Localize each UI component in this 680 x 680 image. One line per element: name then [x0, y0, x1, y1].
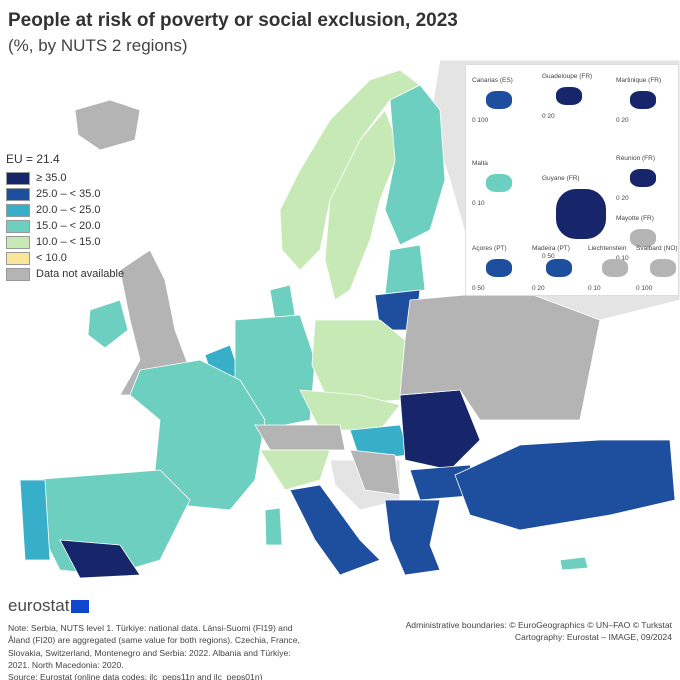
outermost-regions-insets: Canarias (ES) 0 100 Guadeloupe (FR) 0 20 Mar… — [465, 64, 679, 296]
region-portugal — [19, 479, 51, 561]
legend-swatch — [6, 171, 30, 185]
eurostat-logo: eurostat — [8, 596, 90, 616]
eu-flag-icon — [71, 599, 90, 613]
inset-label: Martinique (FR) — [616, 77, 662, 84]
inset-scale: 0 20 — [616, 195, 629, 202]
inset-region-shape — [602, 259, 628, 277]
inset-label: Malta — [472, 160, 488, 167]
inset-label: Açores (PT) — [472, 245, 507, 252]
map-title: People at risk of poverty or social excl… — [8, 10, 458, 31]
legend-item: Data not available — [6, 266, 124, 282]
boundaries-credit: Administrative boundaries: © EuroGeograp… — [405, 620, 672, 630]
legend-label: 20.0 – < 25.0 — [36, 204, 101, 216]
inset-region-shape — [630, 169, 656, 187]
region-czechia-slovakia — [299, 389, 401, 431]
region-denmark — [269, 284, 296, 321]
inset-scale: 0 20 — [542, 113, 555, 120]
legend-swatch — [6, 203, 30, 217]
inset-scale: 0 10 — [616, 255, 629, 262]
source-text: Source: Eurostat (online data codes: ilc… — [8, 672, 263, 680]
legend-label: ≥ 35.0 — [36, 172, 67, 184]
inset-label: Réunion (FR) — [616, 155, 656, 162]
credits: Administrative boundaries: © EuroGeograp… — [406, 619, 672, 644]
legend-item: 20.0 – < 25.0 — [6, 202, 124, 218]
inset-scale: 0 50 — [472, 285, 485, 292]
legend-swatch — [6, 267, 30, 281]
inset-region-shape — [556, 87, 582, 105]
region-cyprus — [559, 556, 589, 571]
region-switzerland-austria — [254, 424, 346, 451]
legend-item: 10.0 – < 15.0 — [6, 234, 124, 250]
legend: EU = 21.4 ≥ 35.0 25.0 – < 35.0 20.0 – < 25… — [6, 152, 124, 282]
inset-region-shape — [486, 174, 512, 192]
legend-item: 25.0 – < 35.0 — [6, 186, 124, 202]
region-france — [129, 359, 266, 511]
inset-region-shape — [630, 91, 656, 109]
region-turkey — [454, 439, 676, 531]
inset-scale: 0 50 — [542, 253, 555, 260]
inset-scale: 0 100 — [636, 285, 653, 292]
inset-scale: 0 20 — [532, 285, 545, 292]
inset-label: Canarias (ES) — [472, 77, 513, 84]
legend-label: 15.0 – < 20.0 — [36, 220, 101, 232]
inset-label: Svalbard (NO) — [636, 245, 678, 252]
region-serbia — [349, 449, 401, 496]
map-subtitle: (%, by NUTS 2 regions) — [8, 36, 188, 55]
inset-label: Guyane (FR) — [542, 175, 580, 182]
inset-scale: 0 20 — [616, 117, 629, 124]
inset-label: Madeira (PT) — [532, 245, 570, 252]
region-estonia-latvia — [384, 244, 426, 296]
region-ireland — [87, 299, 129, 349]
legend-swatch — [6, 251, 30, 265]
inset-region-shape — [556, 189, 606, 239]
legend-swatch — [6, 219, 30, 233]
legend-label: 10.0 – < 15.0 — [36, 236, 101, 248]
region-greece — [384, 499, 441, 576]
region-sardinia — [264, 507, 283, 546]
region-italy-north — [259, 449, 331, 491]
legend-swatch — [6, 187, 30, 201]
region-italy-south — [289, 484, 381, 576]
cartography-credit: Cartography: Eurostat – IMAGE, 09/2024 — [514, 632, 672, 643]
legend-item: 15.0 – < 20.0 — [6, 218, 124, 234]
inset-region-shape — [486, 91, 512, 109]
legend-item: ≥ 35.0 — [6, 170, 124, 186]
legend-label: 25.0 – < 35.0 — [36, 188, 101, 200]
footnote: Note: Serbia, NUTS level 1. Türkiye: nat… — [8, 622, 308, 680]
inset-region-shape — [650, 259, 676, 277]
inset-region-shape — [546, 259, 572, 277]
inset-region-shape — [630, 229, 656, 247]
logo-text: eurostat — [8, 596, 70, 615]
inset-region-shape — [486, 259, 512, 277]
region-andalucia — [59, 539, 141, 579]
legend-label: Data not available — [36, 268, 125, 280]
inset-scale: 0 100 — [472, 117, 489, 124]
legend-label: < 10.0 — [36, 252, 67, 264]
legend-swatch — [6, 235, 30, 249]
region-belarus-ukraine — [399, 289, 601, 421]
inset-scale: 0 10 — [588, 285, 601, 292]
inset-label: Liechtenstein — [588, 245, 627, 252]
legend-item: < 10.0 — [6, 250, 124, 266]
note-text: Note: Serbia, NUTS level 1. Türkiye: nat… — [8, 623, 300, 670]
inset-label: Mayotte (FR) — [616, 215, 654, 222]
region-finland — [384, 84, 446, 246]
region-iceland — [74, 99, 141, 151]
inset-label: Guadeloupe (FR) — [542, 73, 593, 80]
eu-average-label: EU = 21.4 — [6, 152, 60, 166]
inset-scale: 0 10 — [472, 200, 485, 207]
region-sweden — [324, 109, 401, 301]
